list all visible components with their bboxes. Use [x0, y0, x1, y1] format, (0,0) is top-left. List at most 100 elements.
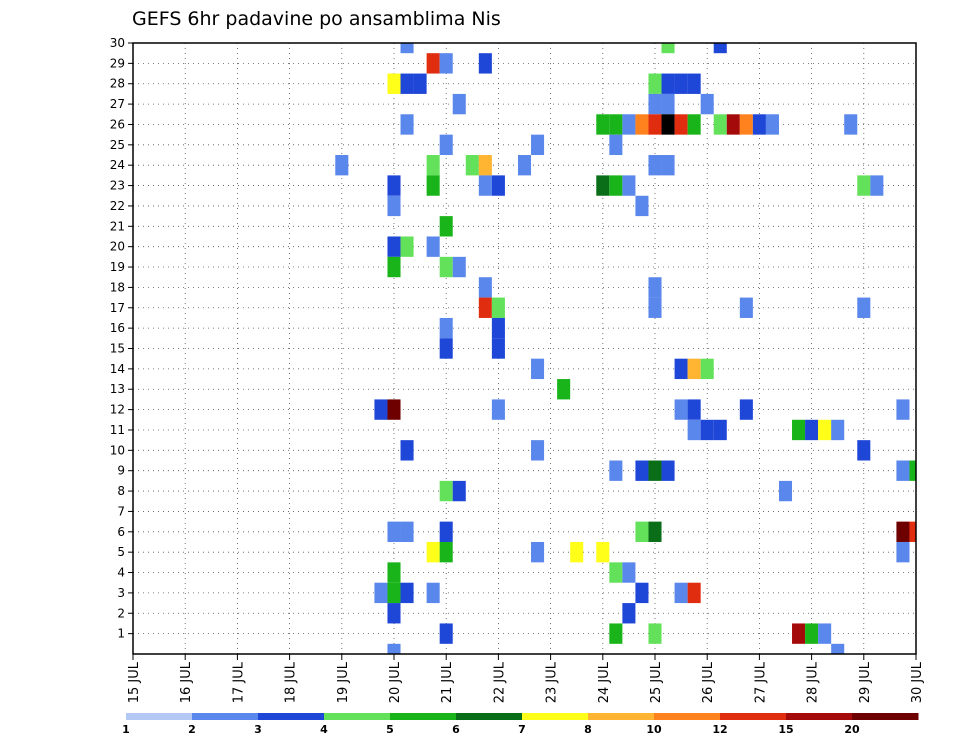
heatmap-cell — [674, 358, 688, 380]
y-tick-label: 20 — [110, 240, 125, 254]
heatmap-cell — [439, 480, 453, 502]
heatmap-cell — [452, 256, 466, 278]
heatmap-cell — [831, 419, 845, 441]
legend-swatch — [456, 713, 523, 720]
heatmap-cell — [622, 603, 636, 624]
heatmap-cell — [374, 582, 388, 604]
heatmap-cell — [426, 582, 440, 604]
heatmap-cell — [609, 460, 623, 481]
y-tick-label: 5 — [117, 545, 125, 559]
y-tick-label: 18 — [110, 280, 125, 294]
legend-swatch — [390, 713, 457, 720]
heatmap-cell — [648, 460, 662, 481]
x-tick-label: 24 JUL — [597, 661, 612, 703]
legend-swatch — [720, 713, 787, 720]
y-tick-label: 24 — [110, 158, 125, 172]
legend-label: 20 — [844, 723, 860, 736]
heatmap-cell — [452, 480, 466, 502]
heatmap-cell — [478, 53, 492, 74]
heatmap-cells — [335, 43, 916, 654]
heatmap-cell — [635, 460, 649, 481]
heatmap-cell — [700, 93, 714, 115]
y-tick-label: 11 — [110, 423, 125, 437]
heatmap-cell — [531, 134, 545, 156]
heatmap-cell — [713, 114, 727, 135]
heatmap-cell — [426, 236, 440, 257]
y-tick-label: 22 — [110, 199, 125, 213]
y-tick-label: 7 — [117, 504, 125, 518]
heatmap-cell — [635, 582, 649, 604]
heatmap-cell — [687, 358, 701, 380]
y-tick-label: 28 — [110, 77, 125, 91]
y-tick-label: 14 — [110, 362, 125, 376]
heatmap-cell — [857, 175, 871, 196]
x-tick-label: 26 JUL — [701, 661, 716, 703]
heatmap-cell — [609, 623, 623, 644]
heatmap-cell — [648, 623, 662, 644]
heatmap-cell — [661, 460, 675, 481]
heatmap-cell — [687, 399, 701, 420]
heatmap-cell — [387, 521, 401, 542]
heatmap-cell — [765, 114, 779, 135]
legend-label: 1 — [122, 723, 130, 736]
heatmap-cell — [700, 419, 714, 441]
y-tick-label: 30 — [110, 36, 125, 50]
heatmap-cell — [439, 317, 453, 339]
heatmap-cell — [661, 73, 675, 94]
heatmap-cell — [896, 521, 910, 542]
heatmap-cell — [713, 419, 727, 441]
y-tick-label: 6 — [117, 525, 125, 539]
heatmap-cell — [726, 114, 740, 135]
heatmap-cell — [648, 155, 662, 176]
heatmap-cell — [596, 541, 610, 563]
heatmap-cell — [805, 419, 819, 441]
heatmap-cell — [739, 297, 753, 318]
heatmap-cell — [426, 53, 440, 74]
heatmap-cell — [400, 43, 414, 54]
heatmap-cell — [596, 175, 610, 196]
heatmap-cell — [387, 562, 401, 583]
heatmap-cell — [387, 582, 401, 604]
y-tick-label: 29 — [110, 56, 125, 70]
heatmap-cell — [413, 73, 427, 94]
heatmap-cell — [778, 480, 793, 502]
heatmap-cell — [387, 236, 401, 257]
heatmap-cell — [478, 277, 492, 298]
x-tick-label: 30 JUL — [910, 661, 925, 703]
heatmap-cell — [635, 521, 649, 542]
heatmap-cell — [465, 155, 479, 176]
heatmap-cell — [491, 175, 505, 196]
heatmap-cell — [491, 338, 505, 359]
legend-swatch — [126, 713, 193, 720]
y-tick-label: 8 — [117, 484, 125, 498]
y-tick-label: 12 — [110, 403, 125, 417]
y-tick-label: 13 — [110, 382, 125, 396]
chart-title: GEFS 6hr padavine po ansamblima Nis — [132, 8, 501, 30]
heatmap-cell — [648, 73, 662, 94]
legend-swatch — [852, 713, 919, 720]
heatmap-cell — [400, 73, 414, 94]
heatmap-cell — [439, 541, 453, 563]
heatmap-cell — [439, 521, 453, 542]
y-tick-label: 1 — [117, 627, 125, 641]
heatmap-cell — [818, 419, 832, 441]
color-legend: 1 2 3 4 5 6 7 8 10 12 15 20 — [122, 713, 919, 736]
heatmap-cell — [387, 643, 401, 654]
heatmap-cell — [635, 195, 649, 217]
y-tick-label: 25 — [110, 138, 125, 152]
x-tick-label: 21 JUL — [440, 661, 455, 703]
heatmap-cell — [531, 358, 545, 380]
heatmap-cell — [792, 623, 806, 644]
y-tick-label: 19 — [110, 260, 125, 274]
heatmap-cell — [713, 43, 727, 54]
heatmap-cell — [661, 93, 675, 115]
y-tick-label: 3 — [117, 586, 125, 600]
y-tick-label: 15 — [110, 342, 125, 356]
y-tick-label: 2 — [117, 606, 125, 620]
legend-label: 2 — [188, 723, 196, 736]
legend-label: 7 — [518, 723, 526, 736]
heatmap-cell — [609, 562, 623, 583]
heatmap-cell — [400, 236, 414, 257]
heatmap-cell — [674, 73, 688, 94]
heatmap-cell — [387, 603, 401, 624]
